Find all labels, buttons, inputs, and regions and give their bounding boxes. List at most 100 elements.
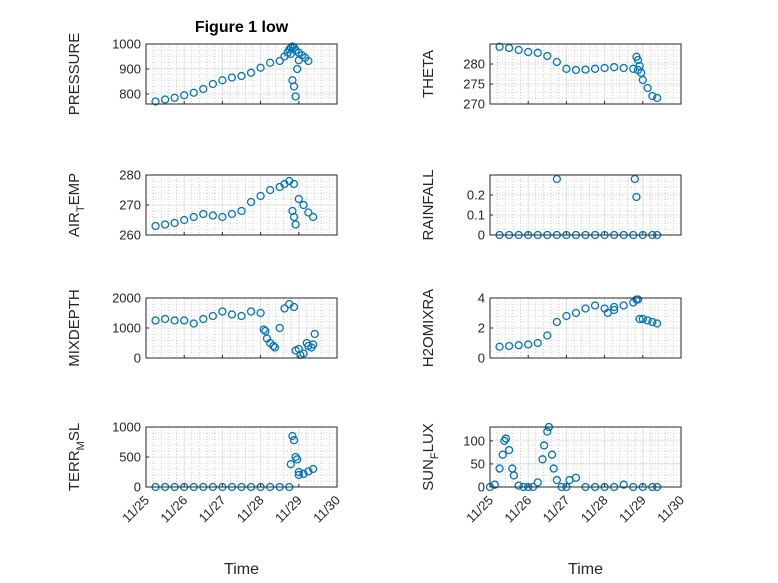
data-point xyxy=(308,464,318,474)
data-point xyxy=(565,475,574,485)
data-point xyxy=(619,63,628,73)
y-tick-label: 270 xyxy=(463,97,485,112)
data-point xyxy=(619,301,628,310)
data-point xyxy=(237,71,246,81)
data-point xyxy=(581,65,590,74)
data-point xyxy=(218,212,227,222)
x-tick-label: 11/30 xyxy=(310,493,343,526)
data-point xyxy=(652,319,662,328)
y-axis-label: SUNFLUX xyxy=(420,423,441,491)
y-tick-label: 0 xyxy=(478,228,485,243)
subplot-7: 0 500 1000 TERRMSL 11/25 11/26 11/27 11/28 11/29… xyxy=(66,420,343,579)
y-tick-label: 0 xyxy=(478,351,485,366)
x-axis-label: Time xyxy=(224,561,259,578)
data-point xyxy=(633,55,643,65)
data-point xyxy=(170,316,179,325)
data-point xyxy=(552,57,561,67)
data-point xyxy=(533,48,542,57)
y-tick-label: 280 xyxy=(463,57,485,72)
y-tick-label: 0.1 xyxy=(467,208,485,223)
data-point xyxy=(160,220,170,229)
data-point xyxy=(547,450,557,459)
data-point xyxy=(269,341,278,351)
data-point xyxy=(286,49,295,59)
data-point xyxy=(514,481,523,490)
data-point xyxy=(610,305,619,315)
data-point xyxy=(289,82,299,91)
x-tick-label: 11/30 xyxy=(654,493,687,526)
data-point xyxy=(291,92,300,101)
subplot-5: 0 1000 2000 MIXDEPTH xyxy=(66,289,338,367)
data-point xyxy=(151,316,160,325)
data-point xyxy=(199,209,208,219)
data-point xyxy=(275,323,284,333)
data-point xyxy=(151,221,160,231)
data-point xyxy=(302,338,311,348)
data-point xyxy=(189,319,198,328)
data-point xyxy=(610,302,619,312)
data-point xyxy=(180,91,189,100)
x-tick-label: 11/26 xyxy=(501,493,534,526)
y-tick-label: 900 xyxy=(119,62,141,77)
data-point xyxy=(289,302,299,312)
data-point xyxy=(288,206,297,216)
data-point xyxy=(310,329,319,339)
data-point xyxy=(632,295,641,304)
data-point xyxy=(237,206,246,216)
y-tick-label: 280 xyxy=(119,168,141,183)
y-tick-label: 0.2 xyxy=(467,188,485,203)
data-point xyxy=(293,455,302,464)
data-point xyxy=(289,179,299,189)
data-point xyxy=(189,88,198,97)
data-point xyxy=(571,308,581,318)
data-point xyxy=(218,76,227,85)
data-point xyxy=(652,93,662,103)
data-point xyxy=(160,314,170,324)
data-point xyxy=(581,304,590,313)
data-point xyxy=(291,220,300,229)
y-tick-label: 1000 xyxy=(112,420,141,435)
subplot-3: 260 270 280 AIRTEMP xyxy=(66,168,338,243)
data-point xyxy=(256,308,265,318)
x-tick-label: 11/25 xyxy=(119,493,152,526)
data-point xyxy=(293,64,302,74)
x-tick-label: 11/29 xyxy=(616,493,649,526)
axes-frame xyxy=(145,43,338,105)
y-tick-label: 4 xyxy=(478,291,485,306)
data-point xyxy=(246,197,256,207)
data-point xyxy=(603,308,612,318)
data-point xyxy=(259,325,268,334)
data-point xyxy=(304,56,313,66)
data-point xyxy=(180,316,189,325)
data-point xyxy=(643,83,652,93)
data-point xyxy=(308,212,318,222)
y-tick-label: 50 xyxy=(471,456,485,471)
data-point xyxy=(237,311,246,321)
subplot-8: 0 50 100 SUNFLUX 11/25 11/26 11/27 11/28 11/29 11… xyxy=(420,422,687,578)
y-axis-label: TERRMSL xyxy=(66,423,87,491)
data-point xyxy=(227,310,237,319)
data-point xyxy=(619,480,628,489)
y-axis-label: RAINFALL xyxy=(420,170,437,241)
data-point xyxy=(265,58,275,67)
data-point xyxy=(256,63,265,72)
data-point xyxy=(504,445,514,455)
data-point xyxy=(307,343,316,352)
data-point xyxy=(227,73,237,82)
data-point xyxy=(524,340,533,349)
data-point xyxy=(218,307,227,316)
data-point xyxy=(538,455,547,464)
y-tick-label: 260 xyxy=(119,228,141,243)
data-point xyxy=(199,84,208,94)
data-point xyxy=(265,185,275,195)
data-point xyxy=(643,316,652,325)
x-tick-label: 11/29 xyxy=(272,493,305,526)
data-point xyxy=(590,64,600,73)
data-point xyxy=(533,478,542,487)
x-axis-label: Time xyxy=(568,561,603,578)
figure-title: Figure 1 low xyxy=(195,19,289,36)
data-point xyxy=(637,68,646,77)
data-point xyxy=(299,200,308,210)
data-point xyxy=(199,314,208,324)
data-point xyxy=(208,311,218,321)
